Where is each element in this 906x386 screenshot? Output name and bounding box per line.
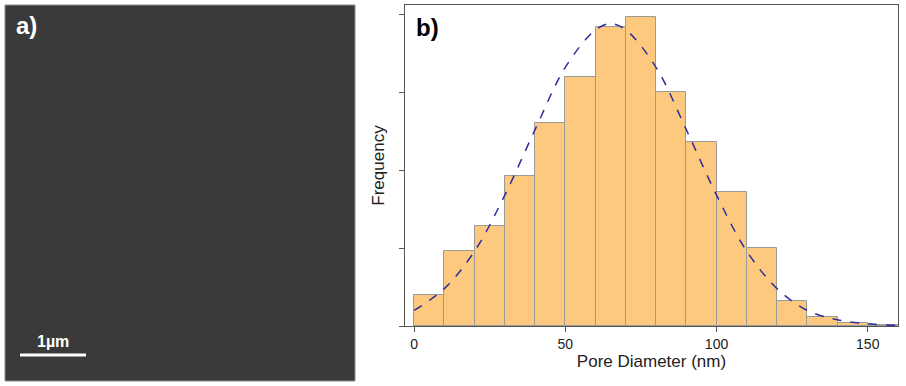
- svg-text:0: 0: [410, 336, 418, 352]
- svg-text:a): a): [16, 12, 37, 39]
- svg-text:150: 150: [856, 336, 880, 352]
- svg-text:Pore Diameter (nm): Pore Diameter (nm): [577, 352, 726, 371]
- svg-text:1µm: 1µm: [37, 333, 69, 350]
- svg-text:b): b): [416, 14, 439, 41]
- svg-text:100: 100: [705, 336, 729, 352]
- svg-text:50: 50: [558, 336, 574, 352]
- svg-text:Frequency: Frequency: [369, 125, 388, 206]
